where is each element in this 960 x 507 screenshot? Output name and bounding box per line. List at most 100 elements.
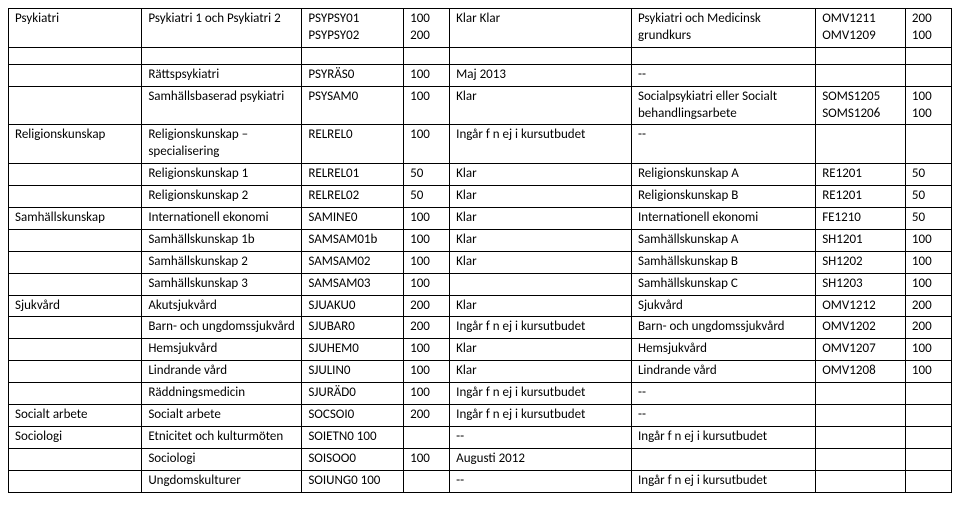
table-cell: RE1201: [816, 186, 906, 208]
table-row: ReligionskunskapReligionskunskap – speci…: [9, 125, 952, 164]
table-cell: Socialpsykiatri eller Socialt behandling…: [631, 86, 815, 125]
table-cell: Internationell ekonomi: [631, 208, 815, 230]
table-cell: 100: [905, 361, 951, 383]
table-cell: Ingår f n ej i kursutbudet: [450, 383, 632, 405]
table-cell: SAMSAM02: [302, 251, 404, 273]
table-cell: [816, 47, 906, 64]
table-cell: Ingår f n ej i kursutbudet: [631, 470, 815, 492]
table-cell: [905, 405, 951, 427]
table-cell: Samhällskunskap A: [631, 229, 815, 251]
table-cell: SOIUNG0 100: [302, 470, 404, 492]
table-cell: Psykiatri och Medicinsk grundkurs: [631, 9, 815, 48]
table-cell: Samhällskunskap: [9, 208, 142, 230]
table-row: Lindrande vårdSJULIN0100KlarLindrande vå…: [9, 361, 952, 383]
table-cell: Barn- och ungdomssjukvård: [142, 317, 302, 339]
table-cell: Akutsjukvård: [142, 295, 302, 317]
table-cell: [9, 317, 142, 339]
table-cell: SH1202: [816, 251, 906, 273]
table-row: SociologiEtnicitet och kulturmötenSOIETN…: [9, 426, 952, 448]
table-cell: Lindrande vård: [142, 361, 302, 383]
table-cell: Hemsjukvård: [631, 339, 815, 361]
table-cell: Hemsjukvård: [142, 339, 302, 361]
table-cell: Klar Klar: [450, 9, 632, 48]
table-row: Samhällskunskap 2SAMSAM02100KlarSamhälls…: [9, 251, 952, 273]
table-cell: [404, 470, 450, 492]
table-cell: Klar: [450, 86, 632, 125]
table-cell: Psykiatri 1 och Psykiatri 2: [142, 9, 302, 48]
course-table: PsykiatriPsykiatri 1 och Psykiatri 2PSYP…: [8, 8, 952, 493]
table-cell: Räddningsmedicin: [142, 383, 302, 405]
table-cell: [404, 47, 450, 64]
table-cell: [905, 64, 951, 86]
table-cell: 50: [905, 186, 951, 208]
table-cell: OMV1202: [816, 317, 906, 339]
table-cell: [905, 47, 951, 64]
table-cell: SOCSOI0: [302, 405, 404, 427]
table-cell: Sociologi: [142, 448, 302, 470]
table-row: SjukvårdAkutsjukvårdSJUAKU0200KlarSjukvå…: [9, 295, 952, 317]
table-cell: Etnicitet och kulturmöten: [142, 426, 302, 448]
table-cell: [450, 273, 632, 295]
table-cell: [9, 339, 142, 361]
table-cell: [816, 64, 906, 86]
table-row: Samhällskunskap 3SAMSAM03 100 Samhällskuns…: [9, 273, 952, 295]
table-row: UngdomskulturerSOIUNG0 100--Ingår f n ej…: [9, 470, 952, 492]
table-cell: [905, 125, 951, 164]
table-cell: [9, 64, 142, 86]
table-cell: Sjukvård: [631, 295, 815, 317]
table-cell: [404, 426, 450, 448]
table-cell: Socialt arbete: [9, 405, 142, 427]
table-cell: Samhällskunskap 3: [142, 273, 302, 295]
table-cell: [816, 405, 906, 427]
table-cell: [816, 448, 906, 470]
table-cell: 100: [404, 448, 450, 470]
table-cell: SAMINE0: [302, 208, 404, 230]
table-cell: OMV1208: [816, 361, 906, 383]
table-row: HemsjukvårdSJUHEM0100KlarHemsjukvårdOMV1…: [9, 339, 952, 361]
table-cell: [905, 448, 951, 470]
table-cell: Maj 2013: [450, 64, 632, 86]
table-cell: [9, 448, 142, 470]
table-cell: Ingår f n ej i kursutbudet: [450, 317, 632, 339]
table-cell: 100: [404, 339, 450, 361]
table-cell: 100: [905, 339, 951, 361]
table-cell: [816, 426, 906, 448]
table-cell: 100: [905, 273, 951, 295]
table-cell: [816, 383, 906, 405]
table-row: Samhällsbaserad psykiatriPSYSAM0100KlarS…: [9, 86, 952, 125]
table-cell: Religionskunskap 1: [142, 164, 302, 186]
table-cell: RE1201: [816, 164, 906, 186]
table-cell: Ingår f n ej i kursutbudet: [450, 405, 632, 427]
table-cell: [631, 47, 815, 64]
table-cell: 200 100: [905, 9, 951, 48]
table-cell: [905, 470, 951, 492]
table-cell: Psykiatri: [9, 9, 142, 48]
table-cell: FE1210: [816, 208, 906, 230]
table-cell: 100: [905, 229, 951, 251]
table-cell: 50: [905, 208, 951, 230]
table-cell: --: [631, 383, 815, 405]
table-row: PsykiatriPsykiatri 1 och Psykiatri 2PSYP…: [9, 9, 952, 48]
table-cell: --: [631, 64, 815, 86]
table-cell: RELREL0: [302, 125, 404, 164]
table-cell: OMV1207: [816, 339, 906, 361]
table-cell: [142, 47, 302, 64]
table-row: SociologiSOISOO0100Augusti 2012: [9, 448, 952, 470]
table-cell: 100: [404, 251, 450, 273]
table-cell: Samhällskunskap C: [631, 273, 815, 295]
table-cell: Klar: [450, 251, 632, 273]
table-cell: SOIETN0 100: [302, 426, 404, 448]
table-cell: 200: [404, 295, 450, 317]
table-cell: Rättspsykiatri: [142, 64, 302, 86]
table-cell: SJUHEM0: [302, 339, 404, 361]
table-cell: SAMSAM01b: [302, 229, 404, 251]
table-cell: 200: [905, 295, 951, 317]
table-cell: 100: [404, 383, 450, 405]
table-cell: Ungdomskulturer: [142, 470, 302, 492]
table-cell: Sjukvård: [9, 295, 142, 317]
table-cell: 100: [404, 229, 450, 251]
table-row: RäddningsmedicinSJURÄD0100Ingår f n ej i…: [9, 383, 952, 405]
table-cell: SAMSAM03: [302, 273, 404, 295]
table-cell: SH1201: [816, 229, 906, 251]
table-cell: [9, 383, 142, 405]
